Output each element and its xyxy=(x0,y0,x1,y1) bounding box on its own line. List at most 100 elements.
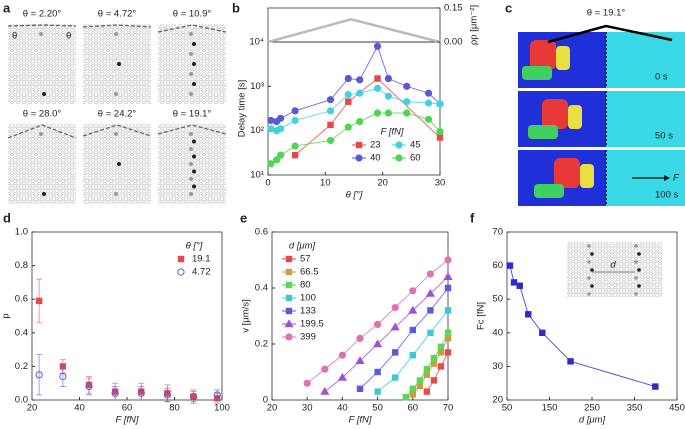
data-point xyxy=(510,279,518,286)
data-point xyxy=(403,109,411,117)
data-point xyxy=(391,304,399,312)
x-tick-label: 20 xyxy=(27,403,38,414)
error-bar xyxy=(112,386,119,401)
legend-label: 80 xyxy=(300,280,311,291)
data-point xyxy=(430,354,438,362)
x-tick-label: 30 xyxy=(435,178,446,189)
dislocation xyxy=(114,32,118,36)
sim-region xyxy=(534,184,564,198)
x-tick-label: 250 xyxy=(584,403,600,414)
data-point xyxy=(374,388,381,395)
angle-label: θ = 24.2° xyxy=(98,109,137,120)
angle-label: θ = 10.9° xyxy=(173,9,212,20)
data-point xyxy=(416,382,424,390)
legend-marker xyxy=(285,255,293,263)
grain-boundary xyxy=(82,24,152,28)
dislocation xyxy=(587,292,591,296)
x-axis-label: F [fN] xyxy=(348,415,371,426)
data-point xyxy=(390,322,400,331)
angle-label: θ = 19.1° xyxy=(587,8,626,19)
panel-label: b xyxy=(232,0,240,15)
y-tick-label: 70 xyxy=(492,227,503,238)
error-bar xyxy=(138,386,145,401)
lattice-image xyxy=(8,124,76,204)
dislocation xyxy=(637,252,641,256)
dislocation xyxy=(189,132,193,136)
x-tick-label: 50 xyxy=(372,403,383,414)
data-point xyxy=(392,349,399,356)
dislocation xyxy=(189,162,193,166)
time-label: 100 s xyxy=(655,190,678,201)
grain-boundary xyxy=(7,24,77,27)
data-point xyxy=(320,386,330,395)
dislocation xyxy=(189,92,193,96)
data-point xyxy=(384,74,392,83)
dislocation xyxy=(587,260,591,264)
y-tick-label: 0.6 xyxy=(15,294,28,305)
legend-label: 199.5 xyxy=(300,319,324,330)
y-axis-label: Fc [fN] xyxy=(476,302,487,330)
time-label: 50 s xyxy=(655,131,673,142)
legend-marker xyxy=(355,141,363,149)
data-point xyxy=(384,109,392,117)
legend-label: 66.5 xyxy=(300,267,319,278)
angle-label: θ = 2.20° xyxy=(23,9,62,20)
legend-marker xyxy=(395,141,403,149)
data-point xyxy=(303,379,311,387)
dislocation xyxy=(39,32,43,36)
data-point xyxy=(291,142,299,150)
panel-label: a xyxy=(3,0,11,15)
data-point xyxy=(321,365,329,373)
data-point xyxy=(423,388,431,395)
sim-region xyxy=(568,105,582,129)
x-tick-label: 60 xyxy=(122,403,133,414)
data-point xyxy=(408,305,418,314)
inset-label: d xyxy=(610,260,616,271)
data-point xyxy=(424,89,433,97)
dislocation xyxy=(189,72,193,76)
data-point xyxy=(392,374,399,381)
data-point xyxy=(373,84,382,92)
dislocation xyxy=(587,276,591,280)
y-tick-label: 0.8 xyxy=(15,260,28,271)
data-point xyxy=(337,372,347,381)
y-tick-label: 10² xyxy=(250,125,264,136)
y-tick-label: 0.4 xyxy=(15,327,28,338)
dislocation xyxy=(587,244,591,248)
x-axis-label: F [fN] xyxy=(115,415,138,426)
dislocation xyxy=(189,177,193,181)
inset-frame xyxy=(267,7,441,43)
data-point xyxy=(356,118,364,126)
x-tick-label: 60 xyxy=(408,403,419,414)
data-point xyxy=(437,343,445,351)
angle-label: θ = 28.0° xyxy=(23,109,62,120)
x-tick-label: 350 xyxy=(627,403,643,414)
dislocation xyxy=(192,154,196,159)
data-point xyxy=(344,123,352,131)
data-point xyxy=(277,151,285,159)
dislocation xyxy=(637,268,641,272)
y-tick-label: 10¹ xyxy=(250,170,264,181)
data-point xyxy=(111,389,119,397)
data-point xyxy=(326,136,335,145)
y-axis-label: Delay time [s] xyxy=(237,80,248,138)
y2-axis-label: ρp [μm⁻²] xyxy=(469,5,480,45)
x-tick-label: 40 xyxy=(337,403,348,414)
dislocation xyxy=(114,92,118,96)
dislocation xyxy=(114,192,118,196)
data-point xyxy=(344,74,352,83)
legend-label: 19.1 xyxy=(192,254,211,265)
data-point xyxy=(35,297,43,305)
data-point xyxy=(213,391,221,399)
data-point xyxy=(516,282,523,289)
theta-marker: θ xyxy=(66,31,71,42)
y-tick-label: 40 xyxy=(492,327,503,338)
error-bar xyxy=(86,377,92,396)
force-label: F xyxy=(673,173,680,184)
legend-marker xyxy=(177,268,185,276)
x-tick-label: 50 xyxy=(502,403,513,414)
panel-label: e xyxy=(240,210,247,225)
data-point xyxy=(403,98,411,106)
x-tick-label: 450 xyxy=(669,403,685,414)
legend-label: 57 xyxy=(300,254,311,265)
